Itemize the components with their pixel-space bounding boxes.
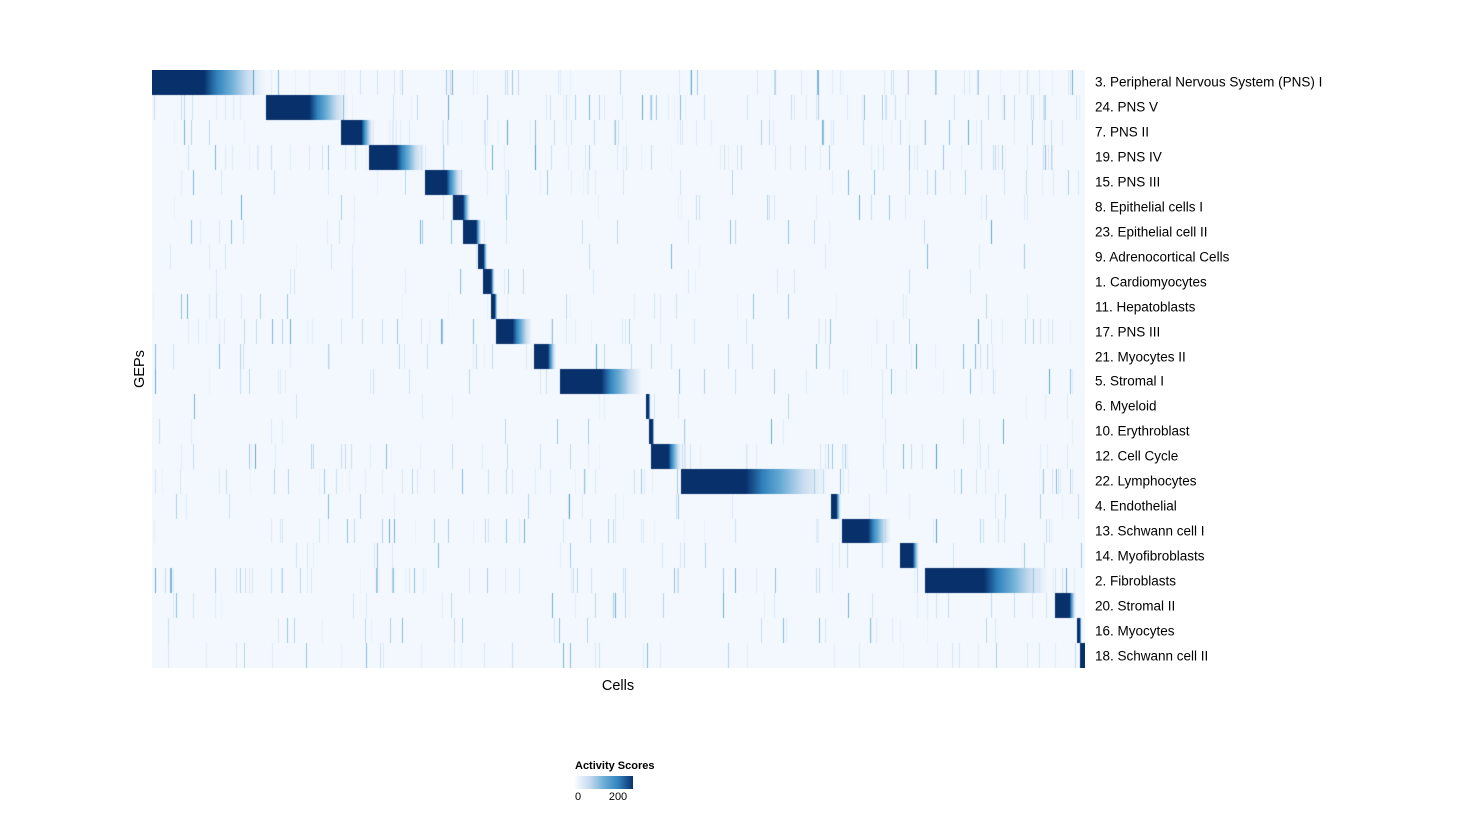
heatmap-row-label: 8. Epithelial cells I	[1095, 199, 1204, 215]
heatmap-row-label: 2. Fibroblasts	[1095, 573, 1177, 589]
heatmap-row-label: 14. Myofibroblasts	[1095, 548, 1205, 564]
heatmap-row-label: 20. Stromal II	[1095, 597, 1176, 613]
heatmap-row-label: 15. PNS III	[1095, 174, 1161, 190]
heatmap-row-label: 24. PNS V	[1095, 99, 1159, 115]
legend-gradient-bar	[575, 776, 633, 789]
heatmap-row-label: 19. PNS IV	[1095, 149, 1162, 165]
heatmap-row-label: 9. Adrenocortical Cells	[1095, 249, 1230, 265]
heatmap-row-label: 16. Myocytes	[1095, 622, 1175, 638]
heatmap-row-label: 4. Endothelial	[1095, 498, 1177, 514]
heatmap-row-label: 11. Hepatoblasts	[1095, 298, 1196, 314]
heatmap-row-labels: 3. Peripheral Nervous System (PNS) I 24. …	[1095, 70, 1455, 668]
heatmap-row-label: 12. Cell Cycle	[1095, 448, 1179, 464]
heatmap-row-label: 23. Epithelial cell II	[1095, 224, 1208, 240]
heatmap-row-label: 3. Peripheral Nervous System (PNS) I	[1095, 74, 1323, 90]
heatmap-canvas	[152, 70, 1085, 668]
heatmap-row-label: 21. Myocytes II	[1095, 348, 1186, 364]
heatmap-row-label: 22. Lymphocytes	[1095, 473, 1197, 489]
x-axis-label: Cells	[601, 678, 635, 694]
heatmap-row-label: 13. Schwann cell I	[1095, 523, 1205, 539]
heatmap-row-label: 18. Schwann cell II	[1095, 647, 1209, 663]
heatmap-row-label: 10. Erythroblast	[1095, 423, 1190, 439]
heatmap-row-label: 5. Stromal I	[1095, 373, 1165, 389]
legend-tick-max: 200	[608, 791, 628, 803]
heatmap-row-label: 1. Cardiomyocytes	[1095, 274, 1207, 290]
legend-title: Activity Scores	[575, 760, 655, 772]
heatmap-row-label: 6. Myeloid	[1095, 398, 1157, 414]
legend-ticks: 0 200	[575, 791, 715, 805]
colorbar-legend: Activity Scores 0 200	[575, 760, 715, 805]
y-axis-label: GEPs	[132, 350, 148, 388]
heatmap-row-label: 7. PNS II	[1095, 124, 1150, 140]
legend-tick-min: 0	[574, 791, 582, 803]
heatmap-row-label: 17. PNS III	[1095, 323, 1161, 339]
